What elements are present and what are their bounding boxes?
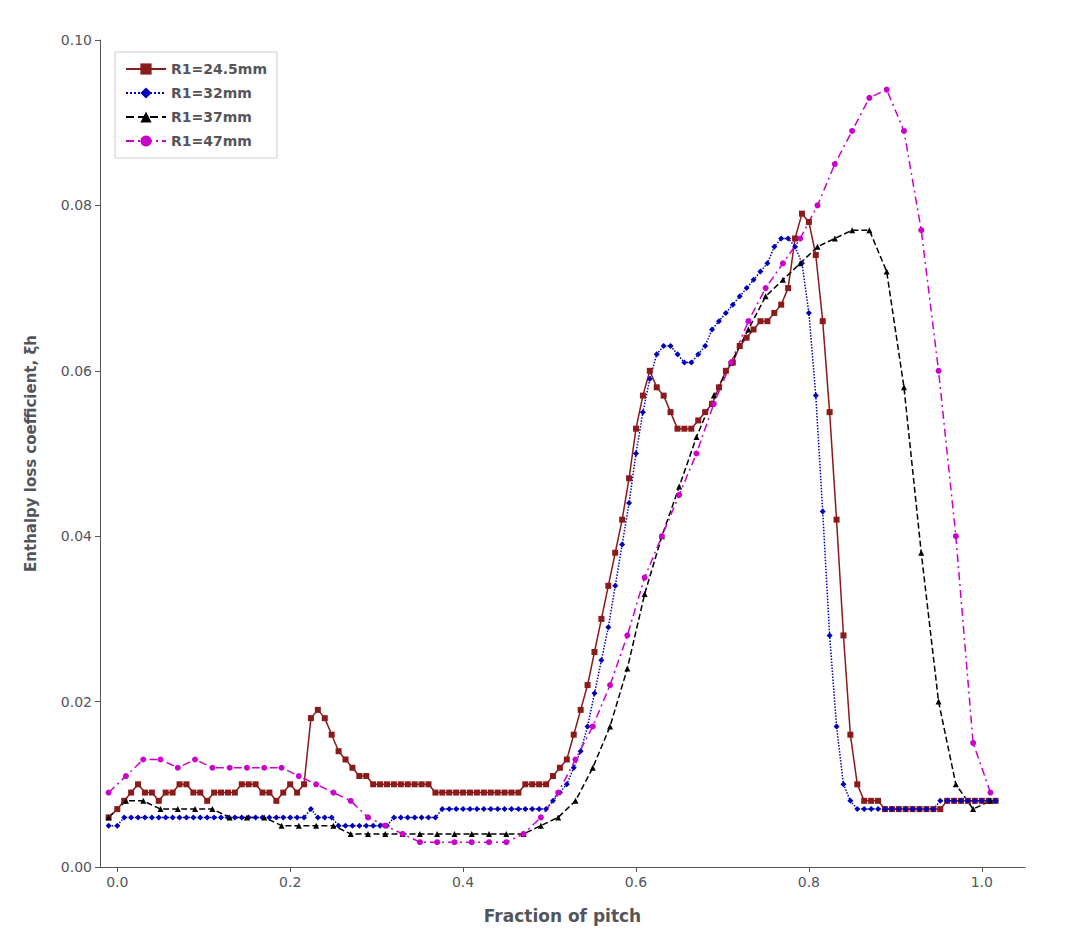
- svg-text:R1=37mm: R1=37mm: [171, 109, 252, 125]
- svg-text:0.10: 0.10: [61, 32, 92, 48]
- svg-text:R1=32mm: R1=32mm: [171, 85, 252, 101]
- svg-text:1.0: 1.0: [971, 874, 993, 890]
- svg-text:0.04: 0.04: [61, 528, 92, 544]
- svg-text:0.00: 0.00: [61, 859, 92, 875]
- svg-text:Enthalpy loss coefficient, ξh: Enthalpy loss coefficient, ξh: [22, 335, 40, 572]
- svg-text:0.6: 0.6: [625, 874, 647, 890]
- svg-text:0.0: 0.0: [106, 874, 128, 890]
- svg-text:Fraction of pitch: Fraction of pitch: [484, 906, 641, 926]
- svg-text:0.8: 0.8: [798, 874, 820, 890]
- svg-text:0.2: 0.2: [279, 874, 301, 890]
- svg-text:0.06: 0.06: [61, 363, 92, 379]
- svg-text:R1=24.5mm: R1=24.5mm: [171, 61, 267, 77]
- svg-text:0.08: 0.08: [61, 197, 92, 213]
- svg-text:0.02: 0.02: [61, 694, 92, 710]
- svg-text:R1=47mm: R1=47mm: [171, 133, 252, 149]
- svg-text:0.4: 0.4: [452, 874, 474, 890]
